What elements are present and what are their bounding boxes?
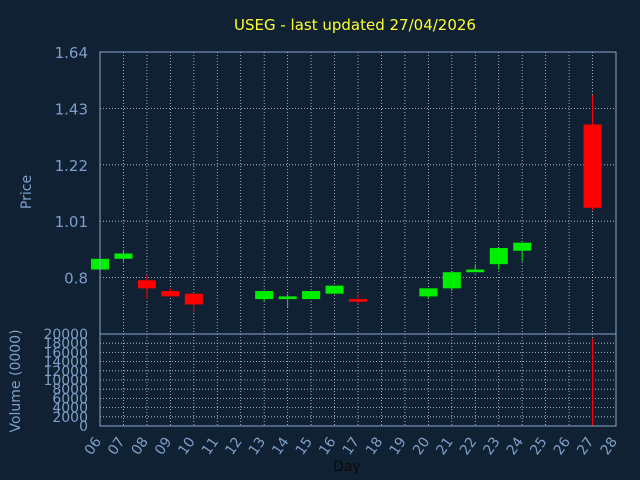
price-panel: 1.64 1.43 1.22 1.01 0.8	[55, 44, 617, 335]
candle-body	[137, 280, 156, 289]
volume-tick-label: 10000	[43, 373, 88, 389]
candle-body	[466, 269, 485, 273]
price-tick-label: 1.43	[55, 100, 88, 118]
candle-body	[419, 288, 438, 297]
volume-tick-label: 12000	[43, 364, 88, 380]
volume-tick-label: 2000	[52, 410, 88, 426]
volume-tick-label: 20000	[43, 327, 88, 343]
candle-body	[184, 293, 203, 305]
candle-body	[161, 291, 180, 297]
price-axis-label: Price	[19, 175, 35, 209]
candle-body	[114, 253, 133, 259]
price-tick-label: 1.64	[55, 44, 88, 62]
volume-tick-label: 14000	[43, 355, 88, 371]
chart-title: USEG - last updated 27/04/2026	[234, 16, 476, 34]
volume-tick-label: 4000	[52, 401, 88, 417]
volume-tick-label: 8000	[52, 382, 88, 398]
candle-body	[349, 299, 367, 302]
volume-frame	[99, 333, 617, 427]
volume-axis-label: Volume (0000)	[8, 329, 24, 432]
candle-body	[442, 272, 461, 289]
price-tick-label: 1.22	[55, 157, 88, 175]
volume-tick-label: 18000	[43, 336, 88, 352]
price-tick-label: 1.01	[55, 213, 88, 231]
candle-body	[489, 248, 508, 265]
candle-body	[513, 242, 532, 251]
candle-body	[302, 291, 321, 300]
candle-body	[255, 291, 274, 300]
volume-tick-label: 16000	[43, 345, 88, 361]
volume-panel: 2000018000160001400012000100008000600040…	[43, 327, 621, 458]
volume-tick-label: 0	[79, 419, 88, 435]
candle-body	[325, 285, 344, 294]
price-tick-label: 0.8	[64, 270, 88, 288]
candle-body	[583, 124, 602, 208]
candle-body	[278, 296, 297, 300]
x-axis-label: Day	[333, 459, 361, 475]
volume-tick-label: 6000	[52, 391, 88, 407]
